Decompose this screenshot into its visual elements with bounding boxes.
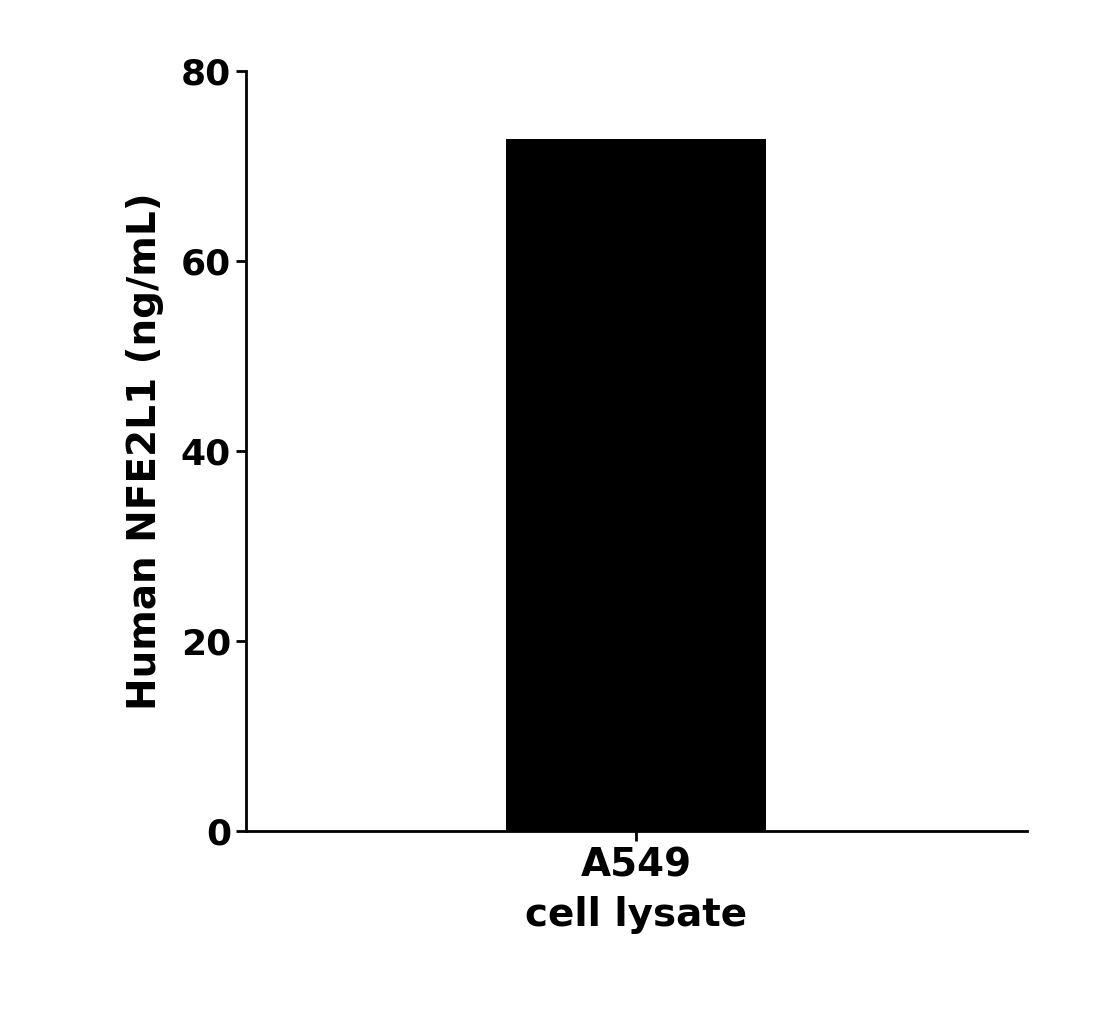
Bar xyxy=(506,139,767,831)
Y-axis label: Human NFE2L1 (ng/mL): Human NFE2L1 (ng/mL) xyxy=(126,193,164,710)
